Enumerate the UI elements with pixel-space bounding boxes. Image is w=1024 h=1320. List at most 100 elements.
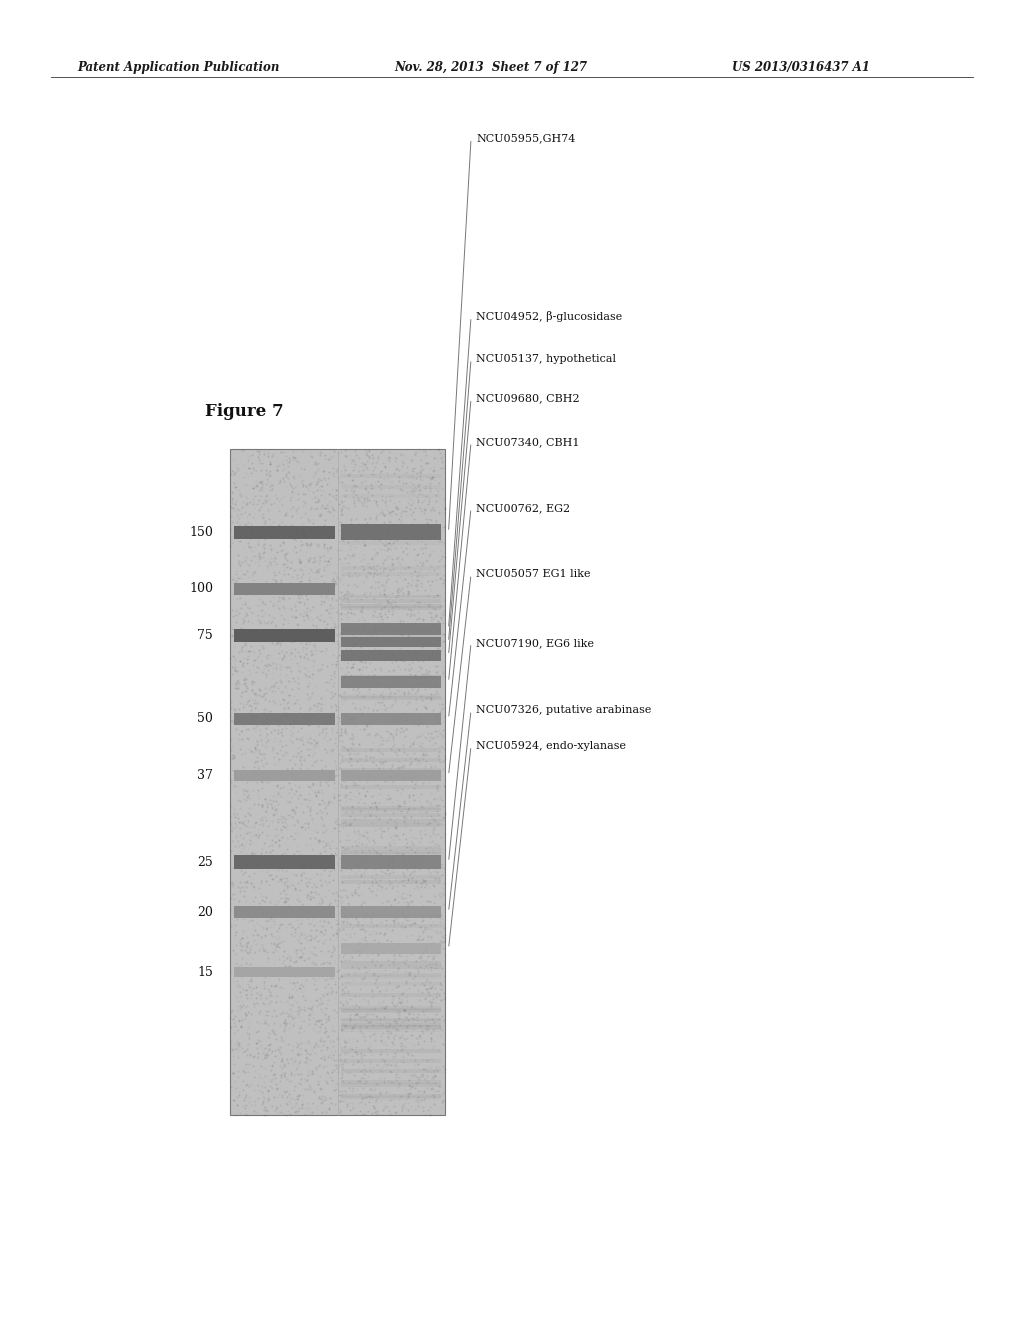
- Text: Nov. 28, 2013  Sheet 7 of 127: Nov. 28, 2013 Sheet 7 of 127: [394, 61, 587, 74]
- Text: 20: 20: [197, 906, 213, 919]
- Bar: [341, 484, 441, 488]
- Bar: [234, 906, 335, 917]
- Bar: [341, 770, 441, 780]
- Bar: [341, 529, 441, 533]
- Bar: [234, 966, 335, 977]
- Text: NCU07326, putative arabinase: NCU07326, putative arabinase: [476, 705, 651, 715]
- Bar: [341, 1006, 441, 1010]
- Bar: [341, 696, 441, 700]
- Bar: [341, 944, 441, 954]
- Bar: [341, 694, 441, 698]
- Bar: [230, 449, 445, 1115]
- Bar: [341, 851, 441, 855]
- Bar: [341, 846, 441, 850]
- Text: NCU07340, CBH1: NCU07340, CBH1: [476, 437, 580, 447]
- Bar: [341, 820, 441, 824]
- Bar: [341, 1097, 441, 1101]
- Bar: [234, 855, 335, 870]
- Bar: [341, 758, 441, 762]
- Text: US 2013/0316437 A1: US 2013/0316437 A1: [732, 61, 870, 74]
- Text: 15: 15: [197, 966, 213, 978]
- Bar: [341, 675, 441, 678]
- Text: NCU04952, β-glucosidase: NCU04952, β-glucosidase: [476, 312, 623, 322]
- Bar: [341, 982, 441, 986]
- Text: 37: 37: [197, 770, 213, 781]
- Bar: [341, 924, 441, 928]
- Bar: [341, 880, 441, 884]
- Bar: [341, 912, 441, 916]
- Text: 50: 50: [197, 713, 213, 725]
- Bar: [341, 1023, 441, 1027]
- Bar: [341, 474, 441, 478]
- Text: 25: 25: [198, 855, 213, 869]
- Bar: [341, 635, 441, 639]
- Bar: [341, 594, 441, 598]
- Bar: [341, 636, 441, 647]
- Bar: [341, 1069, 441, 1073]
- Bar: [341, 993, 441, 997]
- Bar: [341, 767, 441, 771]
- Bar: [234, 770, 335, 780]
- Bar: [341, 822, 441, 826]
- Bar: [234, 583, 335, 595]
- Bar: [341, 494, 441, 498]
- Bar: [341, 973, 441, 977]
- Text: NCU09680, CBH2: NCU09680, CBH2: [476, 393, 580, 404]
- Bar: [341, 808, 441, 812]
- Text: Patent Application Publication: Patent Application Publication: [77, 61, 280, 74]
- Bar: [341, 606, 441, 610]
- Bar: [341, 807, 441, 810]
- Bar: [341, 535, 441, 539]
- Bar: [341, 524, 441, 540]
- Bar: [341, 1027, 441, 1031]
- Bar: [341, 813, 441, 817]
- Bar: [341, 1082, 441, 1086]
- Bar: [341, 1026, 441, 1030]
- Bar: [341, 875, 441, 879]
- Bar: [341, 1059, 441, 1063]
- Bar: [341, 623, 441, 635]
- Bar: [341, 713, 441, 725]
- Bar: [341, 605, 441, 609]
- Bar: [341, 566, 441, 570]
- Bar: [341, 850, 441, 854]
- Bar: [341, 1019, 441, 1023]
- Bar: [341, 913, 441, 917]
- Bar: [341, 747, 441, 751]
- Bar: [341, 776, 441, 780]
- Bar: [341, 651, 441, 661]
- Bar: [341, 965, 441, 969]
- Bar: [341, 676, 441, 688]
- Bar: [341, 784, 441, 788]
- Bar: [234, 525, 335, 539]
- Bar: [234, 628, 335, 642]
- Text: 100: 100: [189, 582, 213, 595]
- Text: 150: 150: [189, 525, 213, 539]
- Bar: [341, 1049, 441, 1053]
- Bar: [341, 1007, 441, 1011]
- Bar: [341, 961, 441, 965]
- Text: NCU05057 EG1 like: NCU05057 EG1 like: [476, 569, 591, 579]
- Bar: [341, 906, 441, 917]
- Bar: [341, 1060, 441, 1064]
- Text: Figure 7: Figure 7: [205, 403, 284, 420]
- Bar: [341, 572, 441, 576]
- Text: 75: 75: [198, 628, 213, 642]
- Bar: [341, 1080, 441, 1084]
- Bar: [341, 1010, 441, 1014]
- Text: NCU05924, endo-xylanase: NCU05924, endo-xylanase: [476, 741, 626, 751]
- Bar: [341, 855, 441, 869]
- Bar: [234, 713, 335, 725]
- Text: NCU05137, hypothetical: NCU05137, hypothetical: [476, 354, 616, 364]
- Bar: [341, 682, 441, 686]
- Bar: [341, 774, 441, 777]
- Text: NCU00762, EG2: NCU00762, EG2: [476, 503, 570, 513]
- Bar: [341, 675, 441, 678]
- Bar: [341, 1094, 441, 1098]
- Text: NCU05955,GH74: NCU05955,GH74: [476, 133, 575, 144]
- Bar: [341, 541, 441, 545]
- Bar: [341, 974, 441, 978]
- Text: NCU07190, EG6 like: NCU07190, EG6 like: [476, 638, 594, 648]
- Bar: [341, 628, 441, 632]
- Bar: [341, 1018, 441, 1022]
